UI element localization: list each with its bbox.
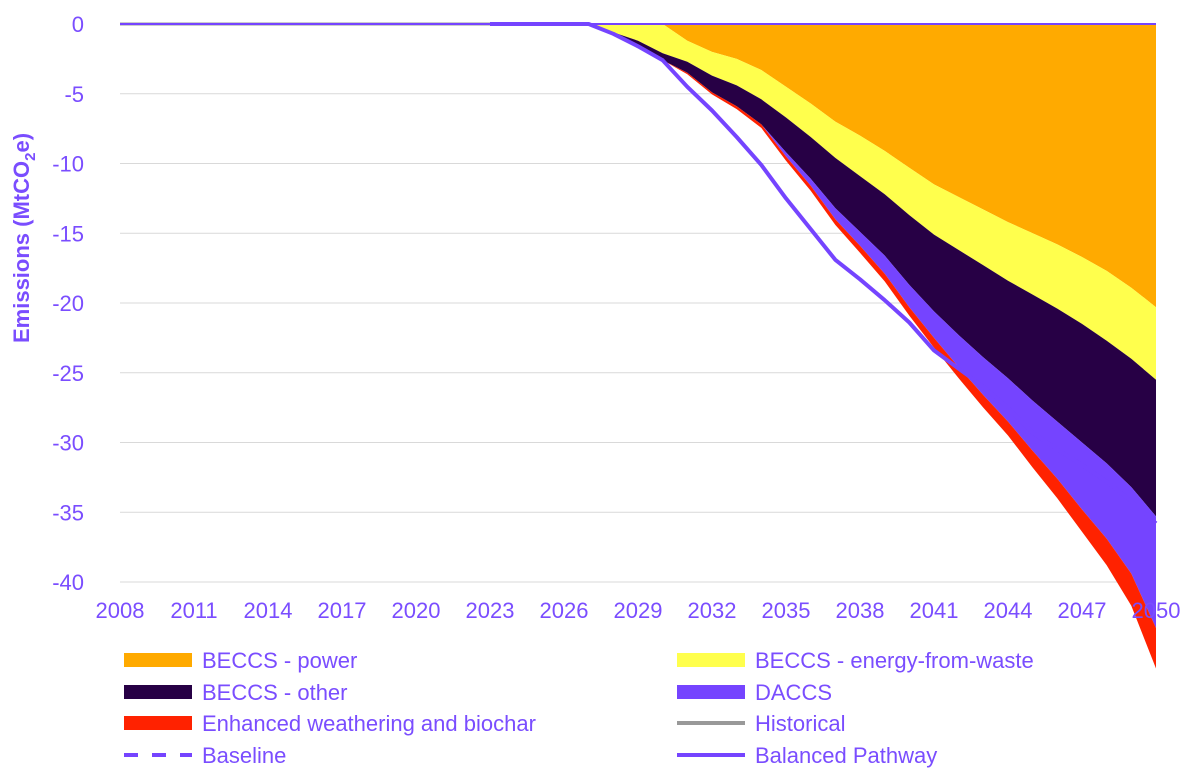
- y-tick-label: 0: [72, 12, 84, 37]
- legend-item-beccs-energy-from-waste: BECCS - energy-from-waste: [677, 648, 1034, 673]
- y-tick-label: -10: [52, 152, 84, 177]
- legend-swatch: [677, 685, 745, 699]
- x-tick-label: 2032: [688, 598, 737, 623]
- legend-item-beccs-other: BECCS - other: [124, 680, 348, 705]
- legend-swatch: [124, 653, 192, 667]
- x-tick-label: 2023: [466, 598, 515, 623]
- gridlines: [120, 93, 1156, 583]
- legend-item-beccs-power: BECCS - power: [124, 648, 357, 673]
- x-axis-ticks: 2008 2011 2014 2017 2020 2023 2026 2029 2032 2035…: [96, 598, 1181, 623]
- legend-item-daccs: DACCS: [677, 680, 832, 705]
- legend: BECCS - power BECCS - energy-from-waste BE…: [124, 648, 1034, 768]
- legend-item-historical: Historical: [677, 711, 845, 736]
- y-axis-ticks: 0 -5 -10 -15 -20 -25 -30 -35 -40: [52, 12, 84, 595]
- y-tick-label: -25: [52, 361, 84, 386]
- x-tick-label: 2047: [1058, 598, 1107, 623]
- x-tick-label: 2041: [910, 598, 959, 623]
- legend-label: Historical: [755, 711, 845, 736]
- legend-swatch: [124, 716, 192, 730]
- y-tick-label: -30: [52, 431, 84, 456]
- x-tick-label: 2011: [170, 598, 217, 623]
- x-tick-label: 2044: [984, 598, 1033, 623]
- legend-label: BECCS - other: [202, 680, 348, 705]
- line-balanced-pathway: [490, 22, 1158, 525]
- x-tick-label: 2038: [836, 598, 885, 623]
- y-axis-label: Emissions (MtCO2e): [9, 133, 39, 343]
- legend-item-baseline: Baseline: [124, 743, 286, 768]
- y-tick-label: -20: [52, 291, 84, 316]
- legend-swatch: [677, 653, 745, 667]
- area-beccs-power: [588, 24, 1156, 308]
- x-tick-label: 2020: [392, 598, 441, 623]
- y-tick-label: -40: [52, 570, 84, 595]
- legend-label: BECCS - energy-from-waste: [755, 648, 1034, 673]
- line-series: [120, 22, 1158, 525]
- legend-label: Enhanced weathering and biochar: [202, 711, 536, 736]
- area-series: [588, 24, 1156, 669]
- legend-label: DACCS: [755, 680, 832, 705]
- x-tick-label: 2050: [1132, 598, 1181, 623]
- legend-swatch: [124, 685, 192, 699]
- legend-item-enhanced-weathering-and-biochar: Enhanced weathering and biochar: [124, 711, 536, 736]
- x-tick-label: 2008: [96, 598, 145, 623]
- legend-label: Baseline: [202, 743, 286, 768]
- x-tick-label: 2035: [762, 598, 811, 623]
- x-tick-label: 2026: [540, 598, 589, 623]
- x-tick-label: 2014: [244, 598, 293, 623]
- x-tick-label: 2017: [318, 598, 367, 623]
- legend-label: Balanced Pathway: [755, 743, 937, 768]
- y-tick-label: -15: [52, 221, 84, 246]
- legend-label: BECCS - power: [202, 648, 357, 673]
- y-tick-label: -35: [52, 500, 84, 525]
- x-tick-label: 2029: [614, 598, 663, 623]
- y-tick-label: -5: [64, 82, 84, 107]
- legend-item-balanced-pathway: Balanced Pathway: [677, 743, 937, 768]
